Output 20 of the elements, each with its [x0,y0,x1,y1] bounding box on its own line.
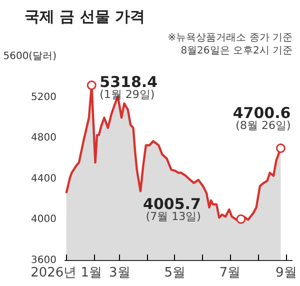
x-tick-label: 2026년 1월 [30,266,102,280]
annotation: 5318.4 (1월 29일) [100,73,158,102]
annotation: 4005.7 (7월 13일) [143,195,201,224]
y-tick-label: 5200 [31,92,57,103]
y-tick-label: 3600 [31,255,57,266]
x-tick-label: 5월 [164,266,186,280]
y-tick-label: 4800 [31,132,57,144]
text: 8월26일은 오후2시 기준 [180,46,293,56]
x-tick-label: 9월 [276,266,297,280]
point [276,143,286,153]
y-tick-label: 4400 [31,173,57,184]
text: ※뉴욕상품거래소 종가 기준 [168,32,293,44]
x-tick-label: 7월 [219,266,241,280]
y-tick-label: 4000 [31,214,57,226]
x-tick-label: 3월 [109,266,130,280]
point [236,214,246,224]
point [86,80,96,90]
chart-title: 국제 금 선물 가격 [24,8,146,26]
annotation: 4700.6 (8월 26일) [232,104,291,132]
y-tick-label: 5600(달러) [3,51,57,62]
